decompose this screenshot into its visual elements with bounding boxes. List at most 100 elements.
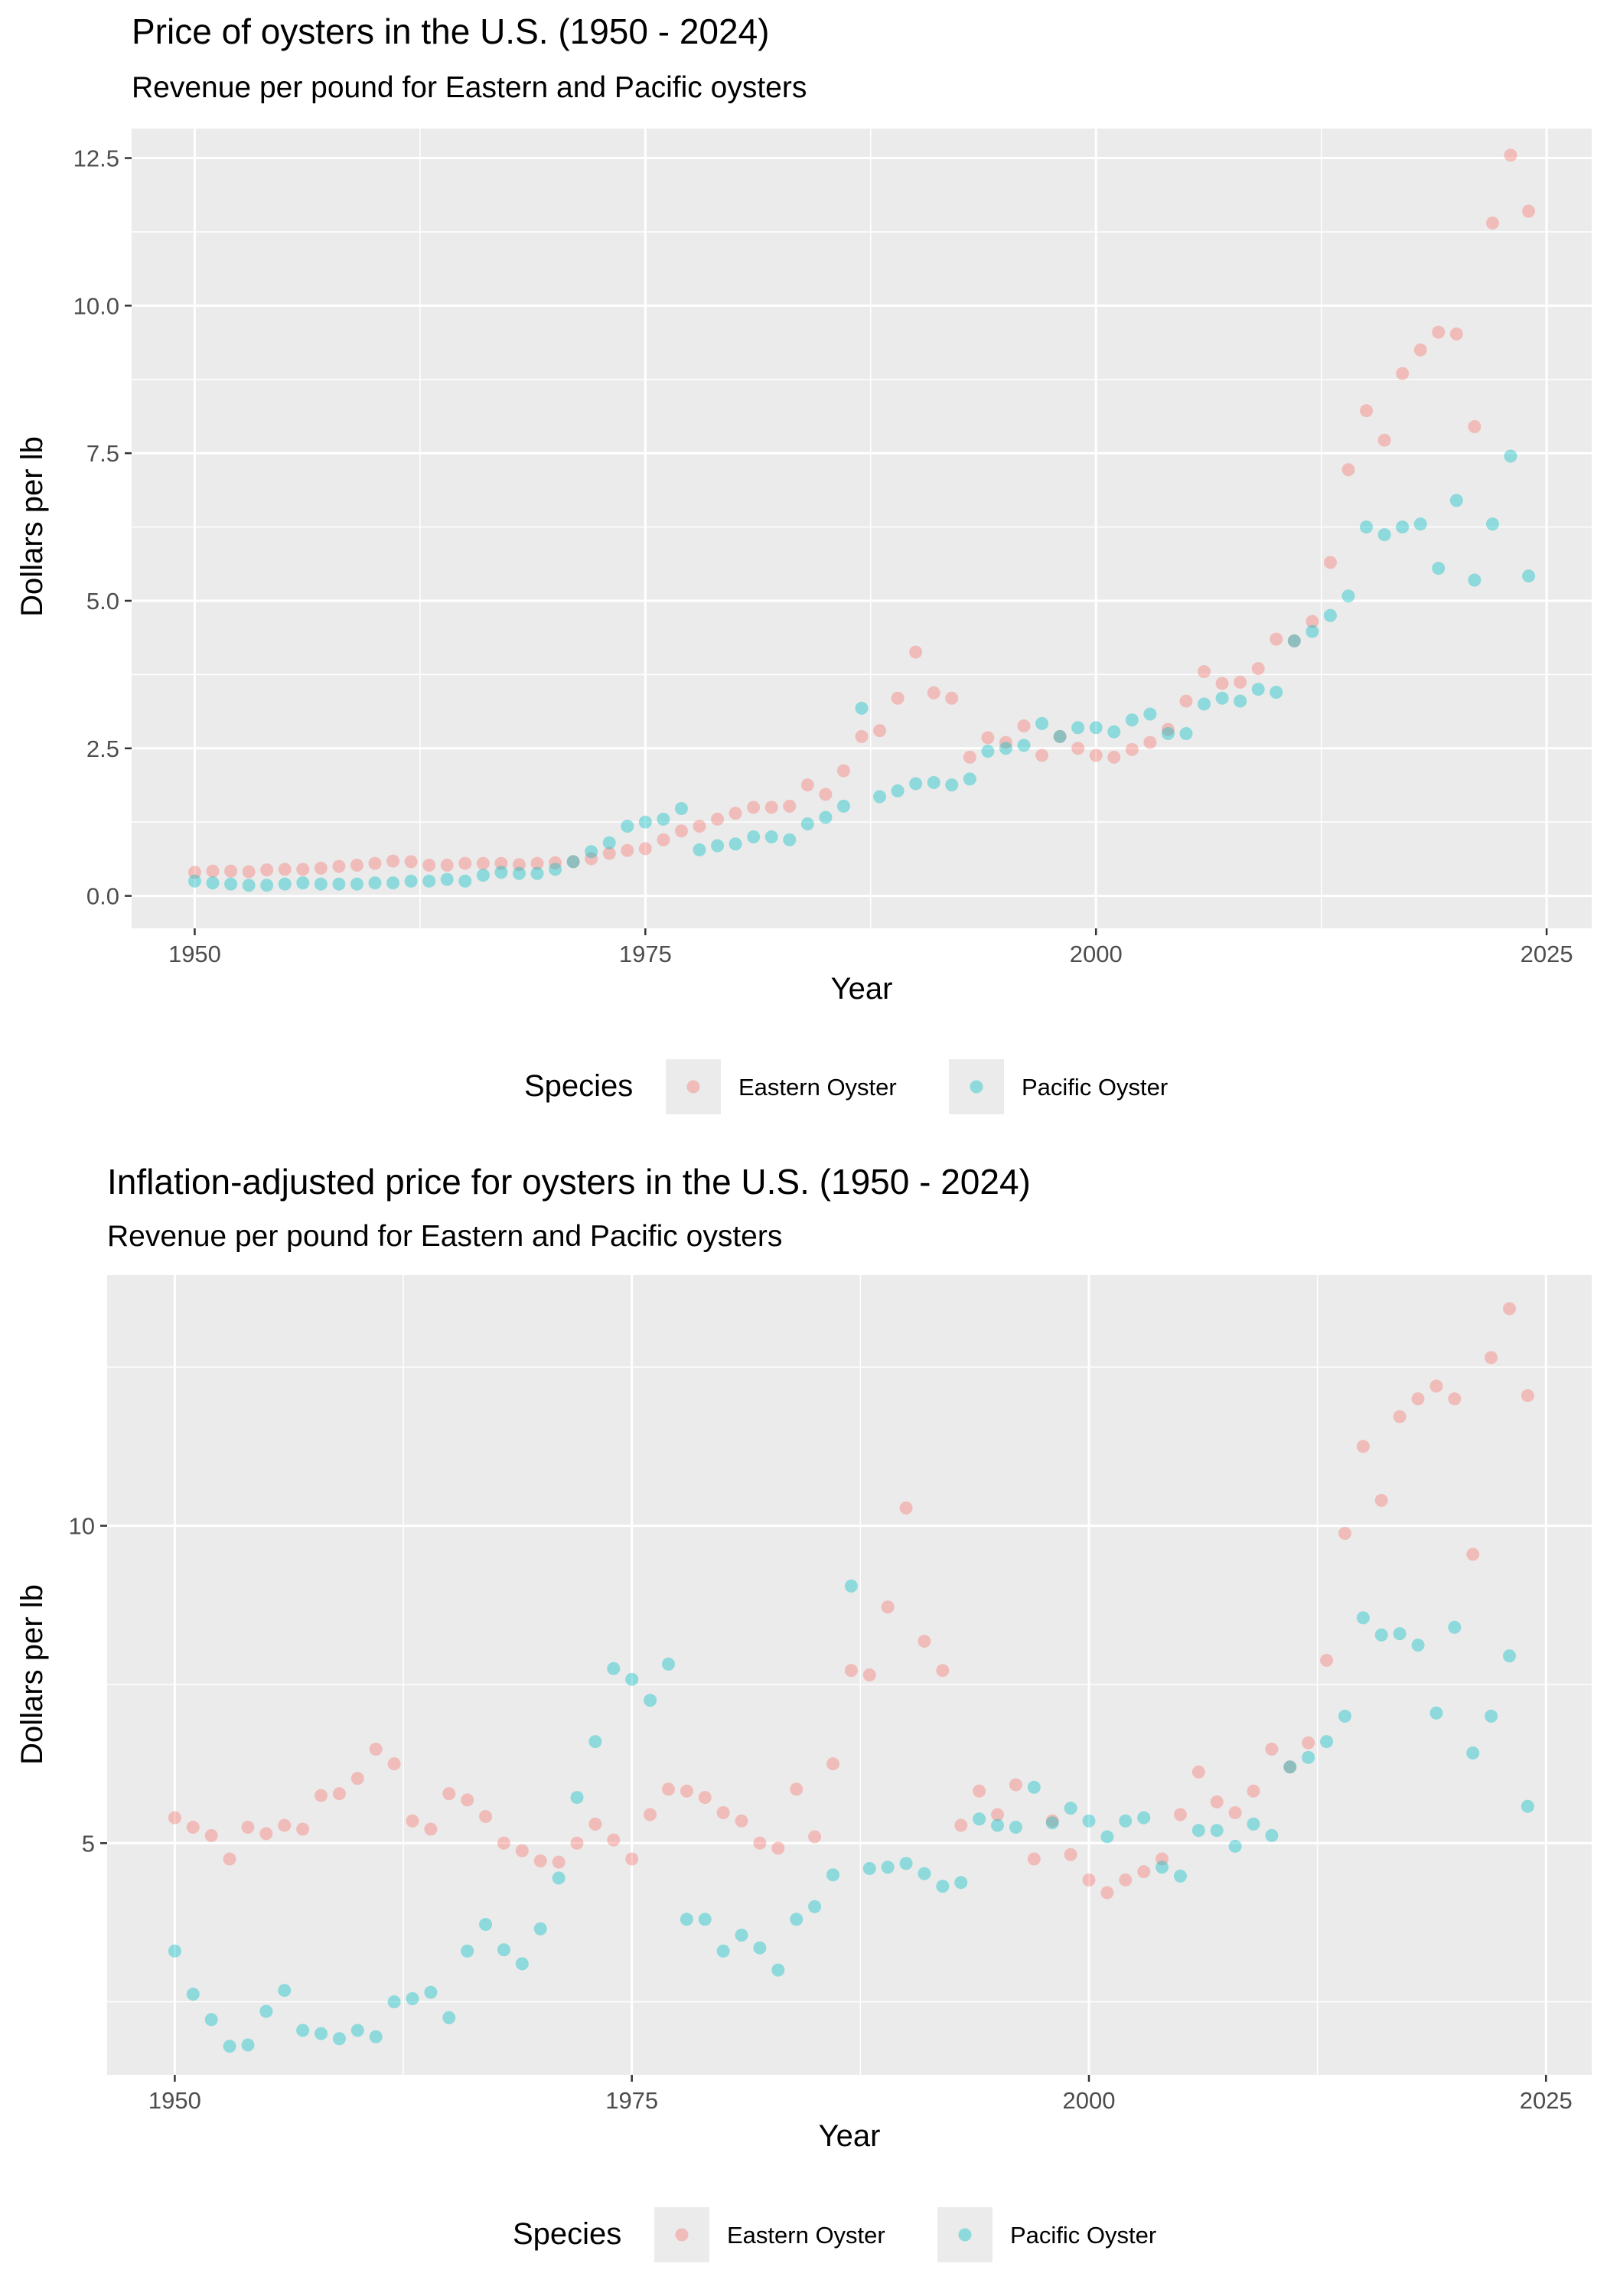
point-eastern-oyster <box>497 1836 510 1850</box>
point-eastern-oyster <box>1468 419 1482 433</box>
point-pacific-oyster <box>241 2038 255 2052</box>
point-pacific-oyster <box>442 2011 456 2024</box>
y-tick-label: 10 <box>69 1513 95 1540</box>
point-eastern-oyster <box>625 1852 639 1866</box>
point-pacific-oyster <box>735 1929 748 1942</box>
point-pacific-oyster <box>936 1880 950 1893</box>
point-pacific-oyster <box>1191 1824 1205 1838</box>
point-eastern-oyster <box>350 858 363 872</box>
point-pacific-oyster <box>1161 726 1175 740</box>
point-eastern-oyster <box>836 764 850 778</box>
legend-key-pacific <box>949 1059 1004 1114</box>
point-pacific-oyster <box>406 1991 419 2005</box>
y-axis-ticks: 5 10 <box>69 1513 107 1857</box>
point-eastern-oyster <box>314 861 328 875</box>
x-tick-label: 2025 <box>1521 941 1573 967</box>
point-pacific-oyster <box>1305 625 1319 638</box>
point-eastern-oyster <box>1377 433 1391 447</box>
y-axis-title: Dollars per lb <box>15 436 49 617</box>
y-tick-label: 7.5 <box>86 440 119 467</box>
point-pacific-oyster <box>1396 520 1410 534</box>
point-pacific-oyster <box>680 1913 693 1926</box>
point-pacific-oyster <box>1210 1824 1224 1838</box>
point-eastern-oyster <box>1228 1805 1242 1819</box>
point-pacific-oyster <box>1071 721 1085 735</box>
point-eastern-oyster <box>644 1808 657 1821</box>
point-eastern-oyster <box>1283 1760 1297 1774</box>
point-pacific-oyster <box>1125 713 1139 727</box>
point-eastern-oyster <box>1251 662 1265 676</box>
point-pacific-oyster <box>1283 1760 1297 1774</box>
point-eastern-oyster <box>973 1784 986 1798</box>
point-eastern-oyster <box>1179 694 1193 708</box>
point-pacific-oyster <box>1017 739 1031 752</box>
point-eastern-oyster <box>566 855 580 869</box>
point-eastern-oyster <box>1234 675 1247 689</box>
point-pacific-oyster <box>661 1657 675 1671</box>
point-pacific-oyster <box>999 742 1012 755</box>
point-pacific-oyster <box>674 801 688 815</box>
point-eastern-oyster <box>1521 1389 1534 1403</box>
major-grid <box>107 1275 1592 2075</box>
point-pacific-oyster <box>771 1963 785 1977</box>
legend-key-eastern <box>654 2207 709 2262</box>
x-axis-title: Year <box>819 2119 881 2153</box>
point-pacific-oyster <box>1228 1839 1242 1853</box>
point-pacific-oyster <box>1082 1814 1096 1828</box>
point-eastern-oyster <box>515 1844 529 1857</box>
chart-title: Inflation-adjusted price for oysters in … <box>107 1162 1031 1202</box>
point-pacific-oyster <box>530 866 544 880</box>
point-pacific-oyster <box>1356 1611 1370 1625</box>
point-eastern-oyster <box>1305 615 1319 628</box>
minor-grid <box>132 129 1592 928</box>
point-pacific-oyster <box>440 872 454 886</box>
point-pacific-oyster <box>369 2030 383 2043</box>
point-pacific-oyster <box>476 869 490 882</box>
point-pacific-oyster <box>1374 1628 1388 1642</box>
point-pacific-oyster <box>855 701 869 715</box>
point-pacific-oyster <box>278 1984 292 1998</box>
point-pacific-oyster <box>404 874 418 888</box>
point-eastern-oyster <box>1143 735 1157 749</box>
point-eastern-oyster <box>442 1787 456 1801</box>
point-pacific-oyster <box>533 1922 547 1936</box>
point-eastern-oyster <box>461 1793 474 1807</box>
legend-label-eastern: Eastern Oyster <box>727 2222 885 2249</box>
point-pacific-oyster <box>1137 1811 1151 1825</box>
point-pacific-oyster <box>753 1941 767 1955</box>
x-tick-label: 1950 <box>168 941 221 967</box>
point-pacific-oyster <box>458 874 472 888</box>
point-eastern-oyster <box>278 1818 292 1832</box>
point-eastern-oyster <box>909 645 923 659</box>
point-eastern-oyster <box>494 856 508 870</box>
point-pacific-oyster <box>332 2032 346 2046</box>
point-pacific-oyster <box>747 830 761 843</box>
point-pacific-oyster <box>1251 683 1265 696</box>
point-eastern-oyster <box>963 750 976 764</box>
point-pacific-oyster <box>424 1985 438 1999</box>
point-eastern-oyster <box>406 1814 419 1828</box>
point-pacific-oyster <box>368 876 382 890</box>
point-eastern-oyster <box>891 691 905 705</box>
point-pacific-oyster <box>862 1861 876 1875</box>
point-eastern-oyster <box>588 1817 602 1831</box>
point-pacific-oyster <box>1521 1799 1534 1813</box>
point-eastern-oyster <box>1413 343 1427 357</box>
point-eastern-oyster <box>204 1828 218 1842</box>
point-pacific-oyster <box>350 2024 364 2037</box>
point-eastern-oyster <box>783 799 797 813</box>
point-eastern-oyster <box>602 846 616 860</box>
point-pacific-oyster <box>1009 1821 1022 1835</box>
point-pacific-oyster <box>1089 721 1103 735</box>
point-pacific-oyster <box>1265 1828 1279 1842</box>
point-pacific-oyster <box>1320 1735 1334 1749</box>
point-eastern-oyster <box>1522 204 1536 218</box>
x-axis-ticks: 1950 1975 2000 2025 <box>168 928 1573 967</box>
point-pacific-oyster <box>585 845 598 859</box>
point-pacific-oyster <box>1485 517 1499 531</box>
point-eastern-oyster <box>368 856 382 870</box>
point-pacific-oyster <box>729 837 742 851</box>
legend: Species Eastern Oyster Pacific Oyster <box>513 2207 1156 2262</box>
point-eastern-oyster <box>1215 677 1229 690</box>
chart-title: Price of oysters in the U.S. (1950 - 202… <box>132 11 770 51</box>
